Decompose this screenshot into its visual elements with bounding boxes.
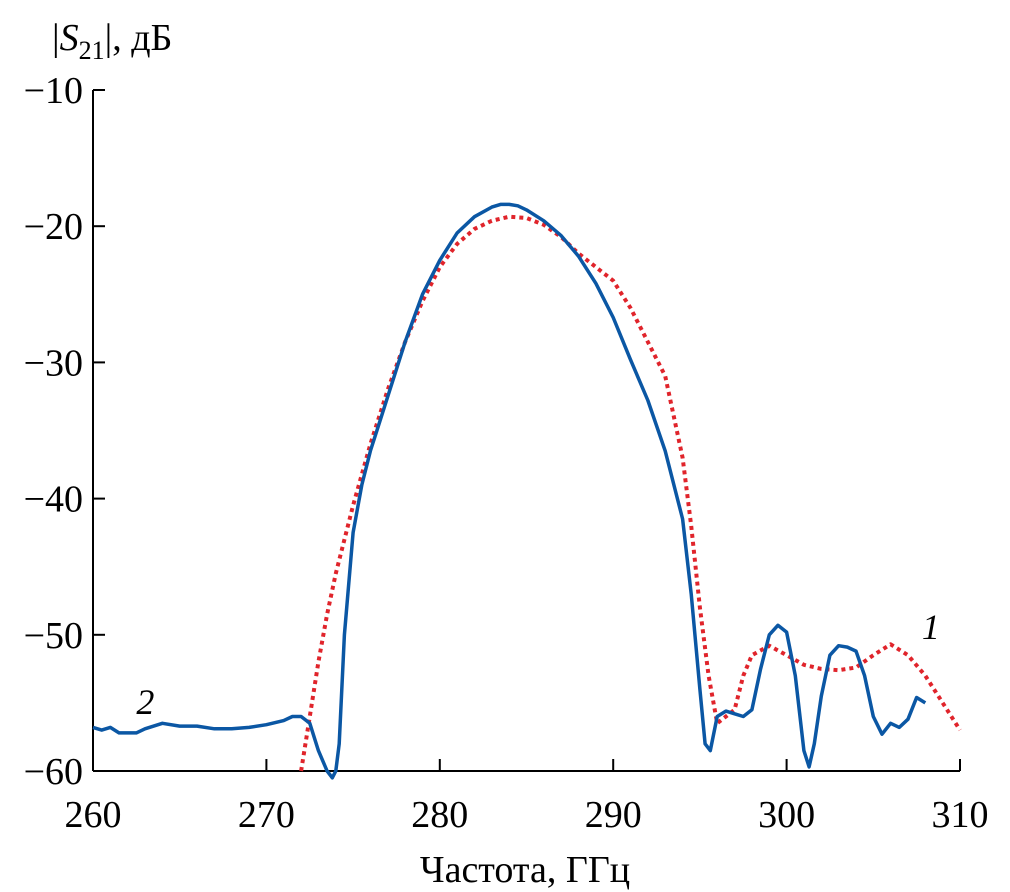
x-tick-label: 310 (932, 794, 989, 836)
series-labels: 12 (136, 607, 940, 722)
y-tick-label: −10 (24, 70, 83, 112)
y-tick-label: −20 (24, 206, 83, 248)
x-tick-label: 270 (238, 794, 295, 836)
y-axis-title: |S21|, дБ (52, 17, 172, 65)
y-tick-label: −30 (24, 342, 83, 384)
series-label-1: 1 (922, 607, 940, 647)
x-tick-label: 290 (585, 794, 642, 836)
series-line-1 (299, 214, 962, 772)
x-tick-label: 260 (65, 794, 122, 836)
y-tick-label: −50 (24, 615, 83, 657)
series-line-2 (92, 202, 927, 780)
y-tick-label: −60 (24, 751, 83, 793)
axes: 260 270 280 290 300 310 −60 −50 −40 −30 −20 −10 (24, 70, 989, 836)
x-axis-title: Частота, ГГц (420, 849, 630, 891)
x-tick-label: 300 (758, 794, 815, 836)
y-tick-label: −40 (24, 479, 83, 521)
series-layer (92, 202, 962, 780)
x-tick-label: 280 (411, 794, 468, 836)
series-label-2: 2 (136, 682, 154, 722)
